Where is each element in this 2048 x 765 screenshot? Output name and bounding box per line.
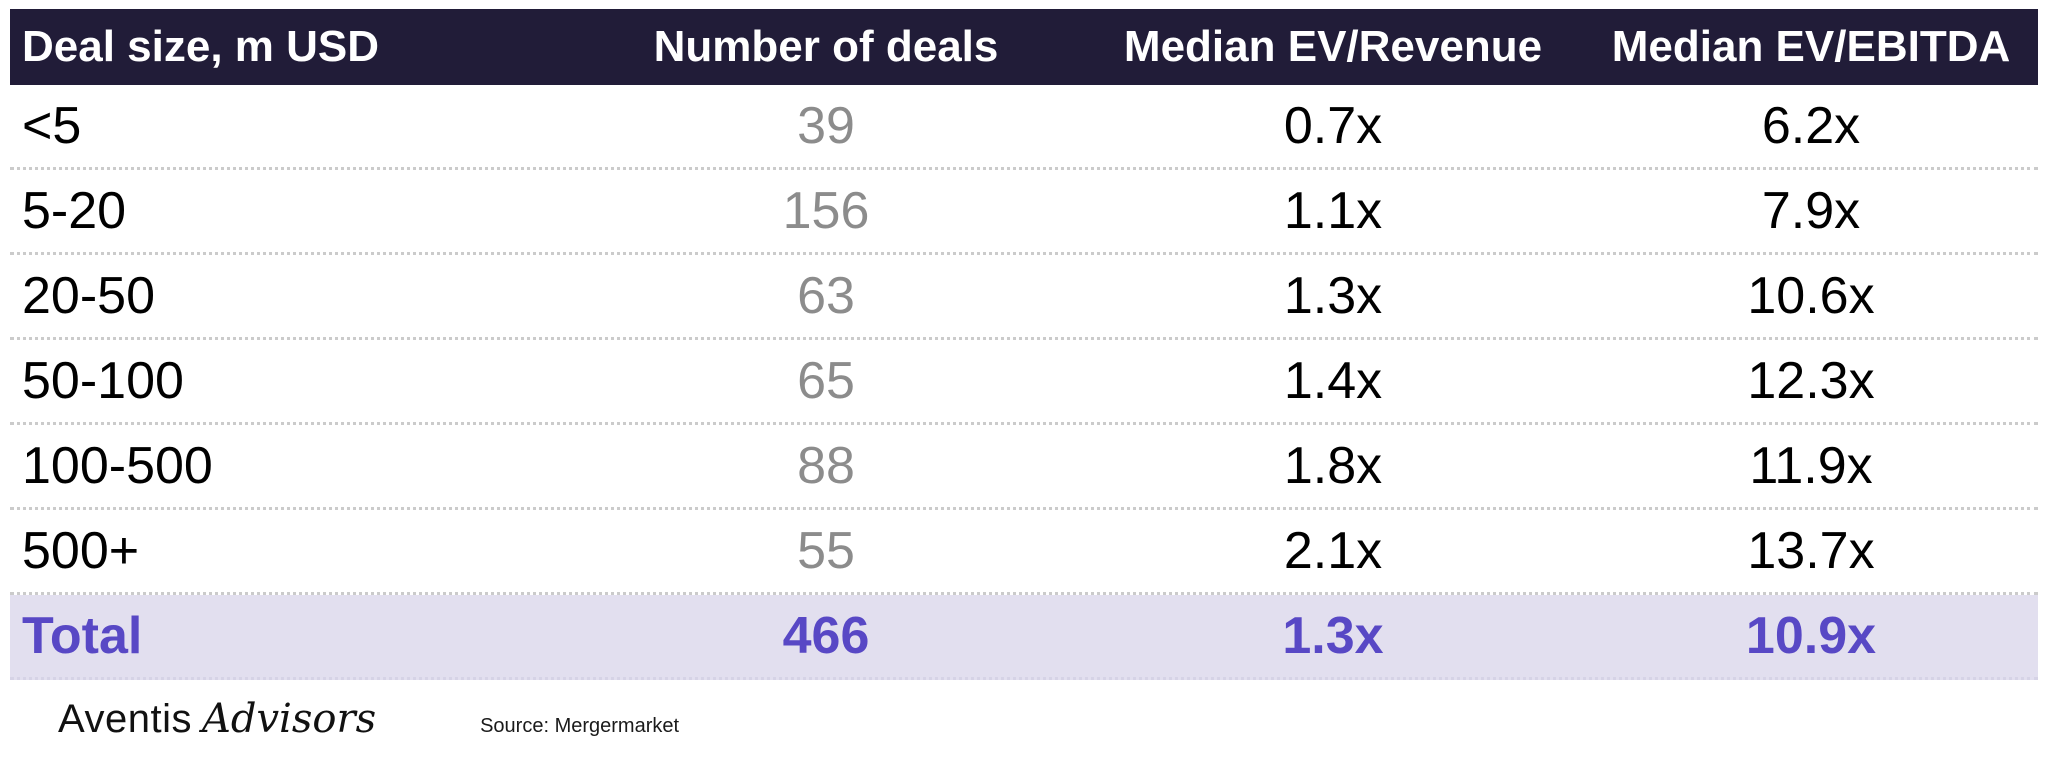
cell-deal-size: 5-20 [22,182,127,240]
cell-total-ev-ebitda: 10.9x [1745,607,1877,665]
column-header-number-of-deals: Number of deals [653,22,999,71]
table-row: 5-20 156 1.1x 7.9x [10,170,2038,255]
cell-ev-ebitda: 10.6x [1747,267,1875,325]
cell-ev-revenue: 1.8x [1283,437,1383,495]
cell-ev-ebitda: 12.3x [1747,352,1875,410]
cell-ev-revenue: 2.1x [1283,522,1383,580]
cell-deal-size: 50-100 [22,352,184,410]
aventis-advisors-logo: Aventis Advisors [58,696,376,742]
column-header-median-ev-revenue: Median EV/Revenue [1123,22,1543,71]
cell-ev-ebitda: 7.9x [1761,182,1861,240]
cell-deal-size: 100-500 [22,437,213,495]
cell-total-label: Total [22,607,143,665]
cell-deal-size: 20-50 [22,267,155,325]
cell-total-ev-revenue: 1.3x [1282,607,1384,665]
cell-ev-revenue: 1.1x [1283,182,1383,240]
cell-num-deals: 156 [782,182,870,240]
cell-ev-revenue: 1.3x [1283,267,1383,325]
cell-deal-size: 500+ [22,522,140,580]
column-header-deal-size: Deal size, m USD [22,22,380,71]
column-header-median-ev-ebitda: Median EV/EBITDA [1611,22,2011,71]
table-row: <5 39 0.7x 6.2x [10,85,2038,170]
logo-text-aventis: Aventis [58,697,192,741]
page-footer: Aventis Advisors Source: Mergermarket [58,696,679,742]
cell-ev-revenue: 1.4x [1283,352,1383,410]
logo-text-advisors: Advisors [201,696,377,742]
table-total-row: Total 466 1.3x 10.9x [10,595,2038,680]
cell-num-deals: 63 [797,267,855,325]
cell-deal-size: <5 [22,97,82,155]
cell-ev-ebitda: 13.7x [1747,522,1875,580]
cell-num-deals: 65 [797,352,855,410]
table-row: 500+ 55 2.1x 13.7x [10,510,2038,595]
cell-ev-ebitda: 11.9x [1749,437,1873,495]
deal-multiples-table: Deal size, m USD Number of deals Median … [10,9,2038,680]
cell-num-deals: 88 [797,437,855,495]
table-row: 50-100 65 1.4x 12.3x [10,340,2038,425]
cell-total-num-deals: 466 [782,607,870,665]
cell-num-deals: 39 [797,97,855,155]
cell-ev-ebitda: 6.2x [1761,97,1861,155]
table-header-row: Deal size, m USD Number of deals Median … [10,9,2038,85]
source-note: Source: Mergermarket [480,715,680,737]
table-row: 20-50 63 1.3x 10.6x [10,255,2038,340]
table-row: 100-500 88 1.8x 11.9x [10,425,2038,510]
cell-ev-revenue: 0.7x [1283,97,1383,155]
cell-num-deals: 55 [797,522,855,580]
